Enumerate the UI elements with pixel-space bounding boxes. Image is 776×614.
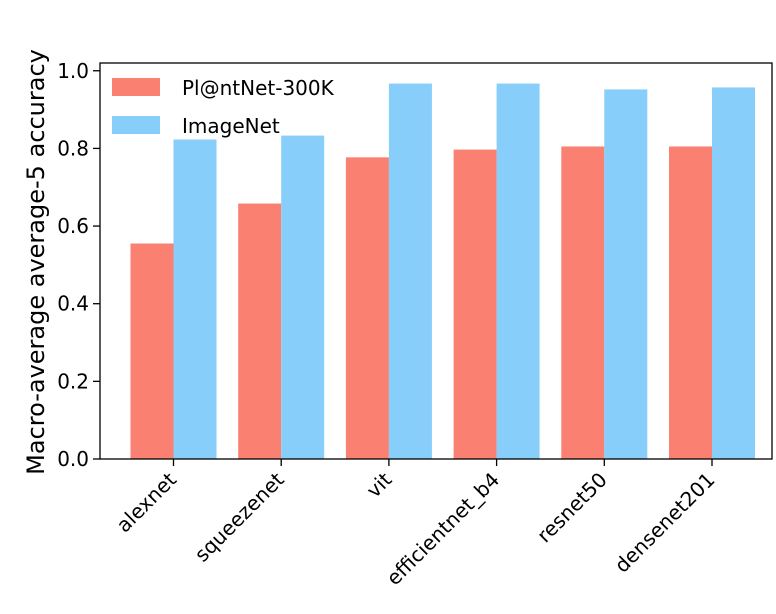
y-axis: 0.0 0.2 0.4 0.6 0.8 1.0	[57, 59, 100, 471]
y-tick-label: 0.6	[57, 214, 89, 238]
plot-frame	[99, 62, 773, 460]
bar-efficientnet_b4-series-1	[453, 149, 497, 459]
y-axis-title: Macro-average average-5 accuracy	[22, 49, 50, 475]
y-tick-label: 0.8	[57, 136, 89, 160]
y-tick-label: 0.0	[57, 447, 89, 471]
legend-label: Pl@ntNet-300K	[182, 76, 335, 100]
x-tick-label: vit	[362, 467, 397, 502]
x-tick-label: alexnet	[111, 467, 181, 537]
x-tick-label: squeezenet	[190, 467, 289, 566]
bar-densenet201-series-1	[669, 146, 712, 459]
bar-efficientnet_b4-series-2	[496, 83, 540, 459]
legend-swatch	[112, 116, 160, 134]
bar-squeezenet-series-1	[238, 203, 282, 459]
x-tick-label: densenet201	[610, 468, 720, 578]
y-tick-label: 0.2	[57, 369, 89, 393]
bar-resnet50-series-2	[604, 89, 648, 460]
bar-alexnet-series-2	[173, 139, 217, 459]
bars-layer	[130, 83, 755, 460]
x-tick-label: efficientnet_b4	[382, 468, 505, 591]
y-tick-label: 1.0	[57, 59, 89, 83]
bar-vit-series-1	[345, 157, 389, 459]
legend-swatch	[112, 78, 160, 96]
bar-densenet201-series-2	[712, 87, 755, 459]
bar-vit-series-2	[388, 83, 432, 459]
bar-resnet50-series-1	[561, 146, 605, 459]
x-tick-label: resnet50	[532, 468, 612, 548]
legend: Pl@ntNet-300K ImageNet	[112, 76, 335, 138]
bar-squeezenet-series-2	[281, 135, 325, 459]
bar-alexnet-series-1	[130, 243, 174, 459]
legend-label: ImageNet	[182, 114, 280, 138]
y-tick-label: 0.4	[57, 292, 89, 316]
